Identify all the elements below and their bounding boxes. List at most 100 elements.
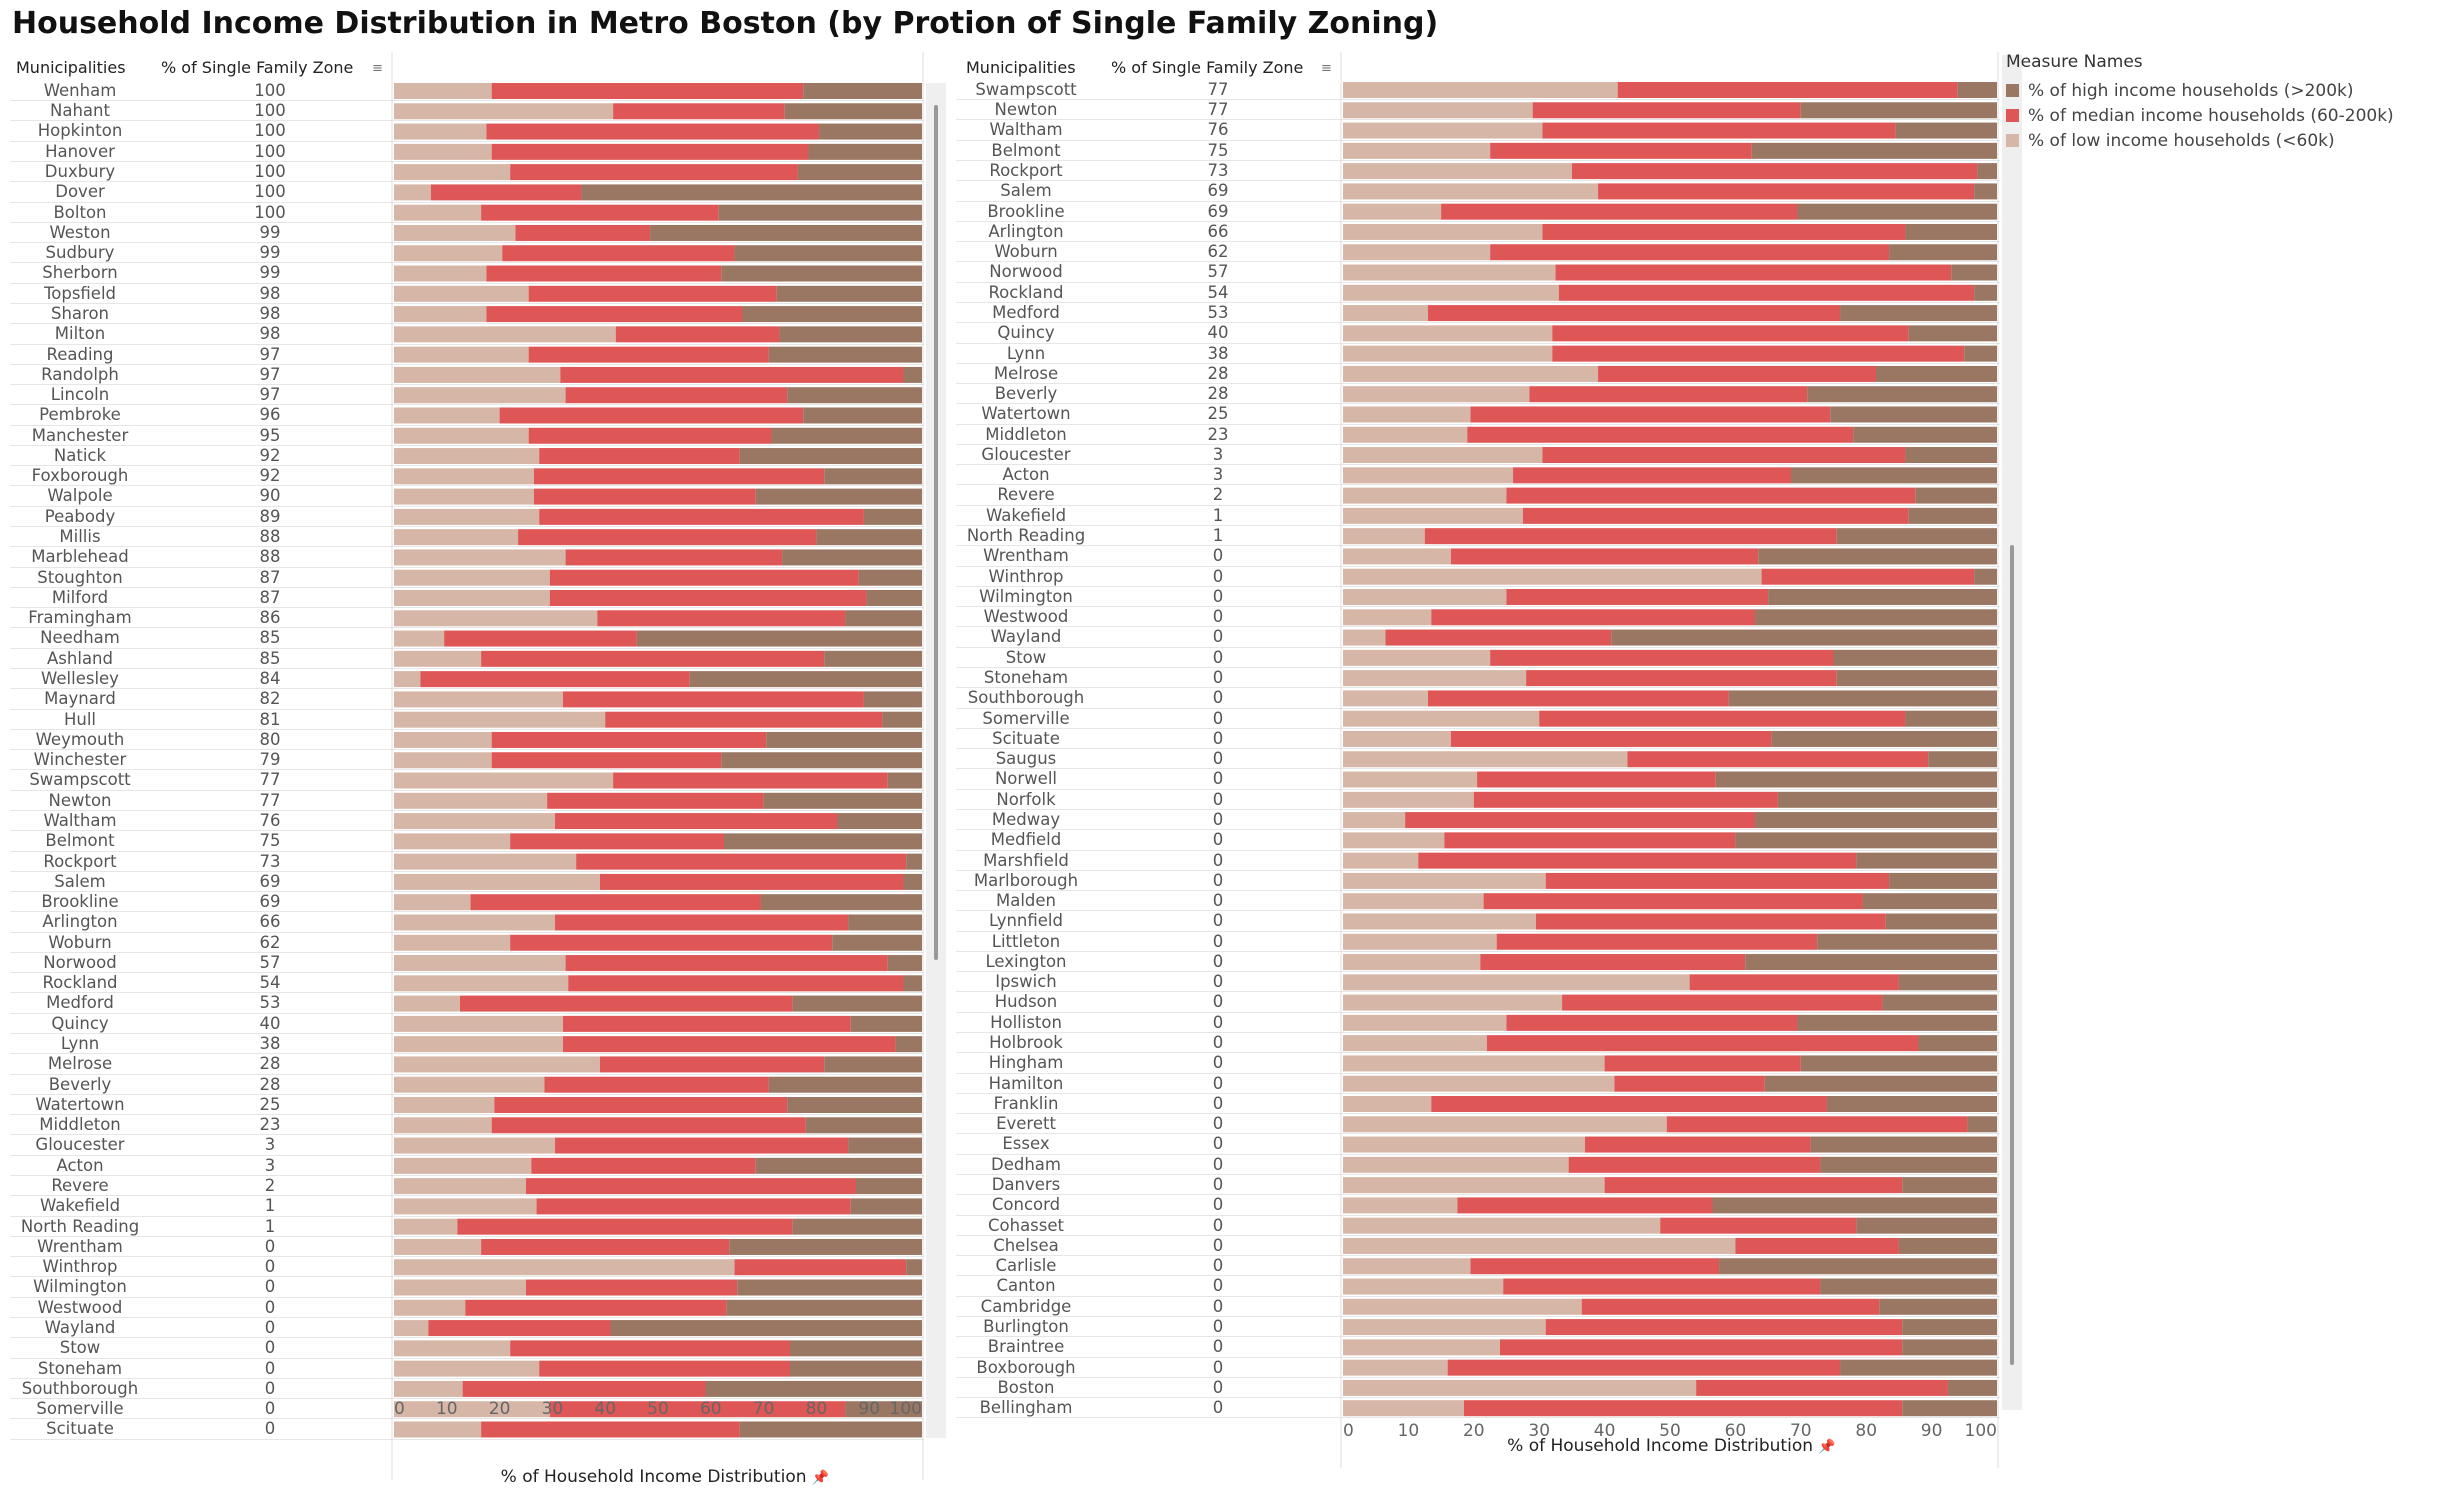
left-bar-high[interactable] (742, 306, 922, 323)
left-bar-low[interactable] (394, 143, 492, 160)
right-bar-low[interactable] (1343, 122, 1543, 139)
left-bar-high[interactable] (763, 792, 922, 809)
left-bar-low[interactable] (394, 833, 511, 850)
left-bar-median[interactable] (549, 1401, 846, 1418)
right-bar-median[interactable] (1486, 1035, 1919, 1052)
right-bar-median[interactable] (1696, 1379, 1948, 1396)
right-bar-high[interactable] (1967, 1116, 1997, 1133)
right-bar-high[interactable] (1611, 629, 1997, 646)
left-bar-median[interactable] (491, 731, 767, 748)
right-bar-median[interactable] (1522, 507, 1909, 524)
left-bar-high[interactable] (768, 1076, 922, 1093)
left-bar-low[interactable] (394, 934, 511, 951)
left-bar-low[interactable] (394, 914, 556, 931)
right-bar-median[interactable] (1490, 244, 1890, 261)
left-bar-median[interactable] (526, 1178, 856, 1195)
right-bar-median[interactable] (1428, 690, 1729, 707)
left-bar-median[interactable] (491, 83, 804, 99)
left-bar-low[interactable] (394, 1137, 556, 1154)
left-bar-high[interactable] (906, 1259, 922, 1276)
left-bar-low[interactable] (394, 265, 487, 282)
left-bar-high[interactable] (866, 590, 922, 606)
left-bar-median[interactable] (515, 224, 651, 241)
left-bar-high[interactable] (768, 346, 922, 363)
left-bar-low[interactable] (394, 468, 534, 485)
left-bar-high[interactable] (766, 731, 922, 748)
right-bar-low[interactable] (1343, 406, 1471, 423)
right-bar-median[interactable] (1617, 82, 1958, 98)
left-bar-low[interactable] (394, 285, 529, 302)
left-bar-high[interactable] (755, 488, 922, 505)
left-bar-low[interactable] (394, 853, 577, 870)
left-bar-median[interactable] (494, 1097, 788, 1113)
right-bar-low[interactable] (1343, 1379, 1697, 1396)
right-bar-low[interactable] (1343, 1136, 1585, 1153)
left-bar-median[interactable] (562, 1036, 896, 1053)
left-bar-high[interactable] (903, 975, 922, 992)
left-bar-low[interactable] (394, 650, 482, 667)
left-bar-high[interactable] (808, 143, 922, 160)
sort-descending-icon[interactable]: ≡ (372, 61, 383, 76)
right-bar-low[interactable] (1343, 142, 1491, 159)
left-bar-high[interactable] (784, 103, 922, 120)
municipalities-header-right[interactable]: Municipalities (966, 58, 1076, 77)
right-bar-high[interactable] (1715, 771, 1997, 788)
right-bar-median[interactable] (1496, 933, 1818, 950)
right-bar-low[interactable] (1343, 264, 1556, 281)
left-bar-low[interactable] (394, 508, 540, 525)
left-bar-high[interactable] (636, 630, 922, 647)
left-bar-high[interactable] (848, 914, 922, 931)
right-bar-high[interactable] (1836, 670, 1997, 687)
left-bar-median[interactable] (470, 894, 761, 911)
right-bar-median[interactable] (1761, 568, 1975, 585)
left-bar-median[interactable] (460, 995, 793, 1012)
left-bar-median[interactable] (565, 955, 888, 972)
right-bar-high[interactable] (1797, 1014, 1997, 1031)
left-bar-median[interactable] (597, 610, 846, 627)
left-bar-low[interactable] (394, 1421, 482, 1438)
right-bar-low[interactable] (1343, 954, 1481, 971)
left-bar-high[interactable] (792, 995, 922, 1012)
right-bar-high[interactable] (1807, 386, 1997, 403)
left-bar-median[interactable] (481, 204, 719, 221)
right-bar-low[interactable] (1343, 852, 1419, 869)
left-bar-high[interactable] (779, 326, 922, 343)
left-bar-median[interactable] (555, 914, 849, 931)
right-bar-median[interactable] (1450, 730, 1772, 747)
left-bar-median[interactable] (549, 569, 859, 586)
right-bar-median[interactable] (1581, 1298, 1880, 1315)
left-bar-high[interactable] (782, 549, 922, 566)
left-bar-high[interactable] (832, 934, 922, 951)
right-bar-low[interactable] (1343, 447, 1543, 464)
left-bar-high[interactable] (895, 1036, 922, 1053)
left-bar-median[interactable] (444, 630, 637, 647)
left-bar-high[interactable] (771, 427, 922, 444)
sf-zone-header-right[interactable]: % of Single Family Zone (1111, 58, 1304, 77)
left-bar-low[interactable] (394, 955, 566, 972)
left-bar-high[interactable] (805, 1117, 922, 1134)
left-bar-low[interactable] (394, 123, 487, 140)
left-bar-high[interactable] (721, 265, 922, 282)
sort-descending-icon-right[interactable]: ≡ (1321, 61, 1332, 76)
right-bar-low[interactable] (1343, 994, 1563, 1011)
right-bar-high[interactable] (1728, 690, 1997, 707)
left-bar-low[interactable] (394, 1320, 429, 1337)
right-bar-high[interactable] (1826, 1096, 1997, 1112)
right-bar-median[interactable] (1457, 1197, 1713, 1214)
left-bar-high[interactable] (787, 387, 922, 404)
left-bar-low[interactable] (394, 1056, 600, 1073)
left-bar-low[interactable] (394, 1380, 463, 1397)
right-bar-high[interactable] (1768, 589, 1997, 605)
right-bar-median[interactable] (1555, 264, 1952, 281)
right-bar-low[interactable] (1343, 609, 1432, 626)
right-bar-high[interactable] (1905, 710, 1997, 727)
right-bar-low[interactable] (1343, 751, 1628, 768)
right-bar-median[interactable] (1614, 1075, 1765, 1092)
right-bar-median[interactable] (1483, 893, 1863, 910)
right-bar-median[interactable] (1558, 284, 1975, 301)
right-bar-high[interactable] (1902, 1339, 1997, 1356)
right-bar-high[interactable] (1947, 1379, 1997, 1396)
right-bar-high[interactable] (1790, 467, 1997, 484)
right-bar-high[interactable] (1951, 264, 1997, 281)
left-bar-median[interactable] (486, 123, 820, 140)
